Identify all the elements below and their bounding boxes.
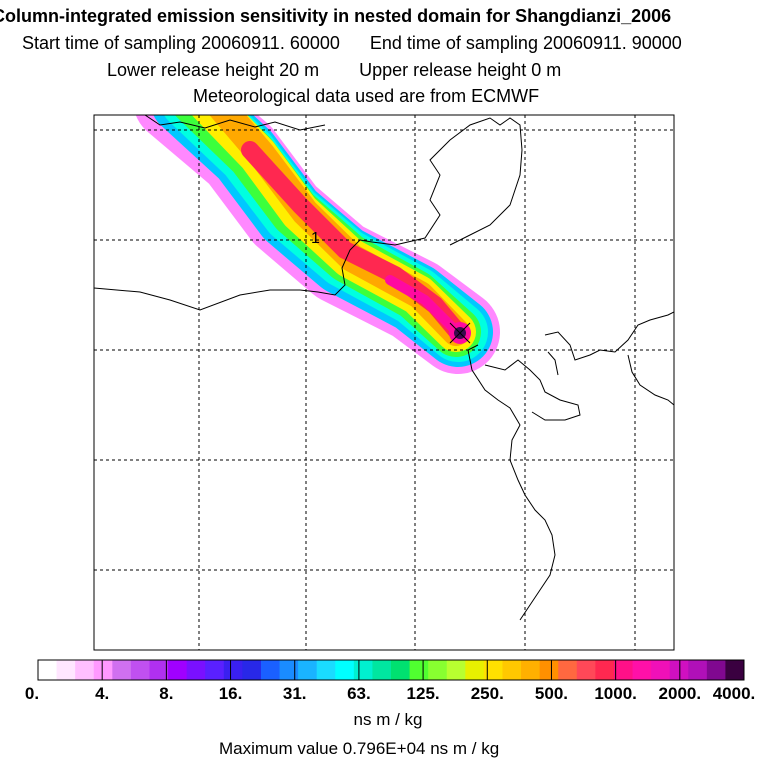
legend-swatch: [725, 660, 745, 680]
coastlines: [94, 115, 674, 621]
legend-swatch: [576, 660, 596, 680]
legend-swatch: [428, 660, 448, 680]
release-marker-label: 1: [311, 230, 320, 247]
legend-tick-label: 63.: [347, 684, 371, 703]
release-lower: Lower release height 20 m: [107, 60, 320, 80]
plume-magenta-band: [385, 275, 460, 335]
coastline-bay: [547, 351, 559, 376]
legend-units: ns m / kg: [353, 710, 423, 729]
legend-swatch: [205, 660, 225, 680]
legend-swatch: [223, 660, 243, 680]
max-value: Maximum value 0.796E+04 ns m / kg: [219, 739, 500, 758]
legend-tick-label: 8.: [159, 684, 174, 703]
legend-swatch: [186, 660, 206, 680]
legend-swatch: [465, 660, 485, 680]
legend-tick-label: 4000.: [712, 684, 756, 703]
legend-swatch: [595, 660, 615, 680]
coastline-main: [467, 344, 556, 621]
legend-swatch: [242, 660, 262, 680]
legend-swatch: [391, 660, 411, 680]
legend-swatch: [483, 660, 503, 680]
map-title: Column-integrated emission sensitivity i…: [0, 6, 672, 26]
coastline-peninsula: [484, 359, 581, 421]
legend-swatch: [316, 660, 336, 680]
legend-swatch: [539, 660, 559, 680]
legend-tick-label: 250.: [470, 684, 504, 703]
legend-tick-label: 125.: [406, 684, 440, 703]
met-source: Meteorological data used are from ECMWF: [193, 86, 540, 106]
emission-plume: [136, 115, 500, 374]
legend-swatch: [632, 660, 652, 680]
release-upper: Upper release height 0 m: [359, 60, 562, 80]
legend-swatch: [75, 660, 95, 680]
legend-swatch: [706, 660, 726, 680]
legend-swatch: [279, 660, 299, 680]
map-area: 1: [94, 115, 674, 650]
sampling-times: Start time of sampling 20060911. 60000 En…: [22, 33, 768, 54]
color-legend: [37, 659, 745, 681]
legend-swatch: [130, 660, 150, 680]
sampling-start: Start time of sampling 20060911. 60000: [22, 33, 340, 53]
legend-tick-label: 16.: [218, 684, 243, 703]
legend-swatch: [149, 660, 169, 680]
legend-tick-label: 500.: [534, 684, 568, 703]
legend-swatch: [112, 660, 132, 680]
legend-swatch: [613, 660, 634, 680]
legend-swatch: [688, 660, 708, 680]
legend-swatch: [409, 660, 429, 680]
legend-swatch: [446, 660, 466, 680]
legend-tick-label: 1000.: [594, 684, 637, 703]
legend-tick-label: 2000.: [658, 684, 702, 703]
legend-swatch: [669, 660, 689, 680]
legend-swatch: [168, 660, 188, 680]
legend-swatch: [502, 660, 522, 680]
legend-border: [37, 659, 745, 681]
legend-swatch: [335, 660, 355, 680]
lat-lon-grid: [94, 115, 674, 650]
legend-swatch: [521, 660, 541, 680]
border-line-1: [144, 115, 326, 131]
coastline-east: [544, 311, 674, 361]
legend-swatch: [372, 660, 392, 680]
legend-tick-label: 4.: [95, 684, 110, 703]
release-location-marker: [449, 322, 471, 344]
legend-swatch: [38, 660, 58, 680]
legend-swatch: [651, 660, 671, 680]
legend-swatch: [298, 660, 318, 680]
coastline-east-2: [627, 354, 674, 406]
legend-swatch: [93, 660, 113, 680]
border-line-2: [94, 239, 373, 311]
legend-tick-label: 0.: [24, 684, 40, 703]
legend-swatch: [353, 660, 373, 680]
map-frame: [93, 114, 675, 651]
legend-swatch: [260, 660, 281, 680]
legend-tick-label: 31.: [282, 684, 307, 703]
sampling-end: End time of sampling 20060911. 90000: [369, 33, 682, 53]
release-heights: Lower release height 20 m Upper release h…: [107, 60, 768, 81]
legend-swatch: [558, 660, 578, 680]
legend-swatch: [56, 660, 76, 680]
border-line-3: [371, 117, 523, 246]
